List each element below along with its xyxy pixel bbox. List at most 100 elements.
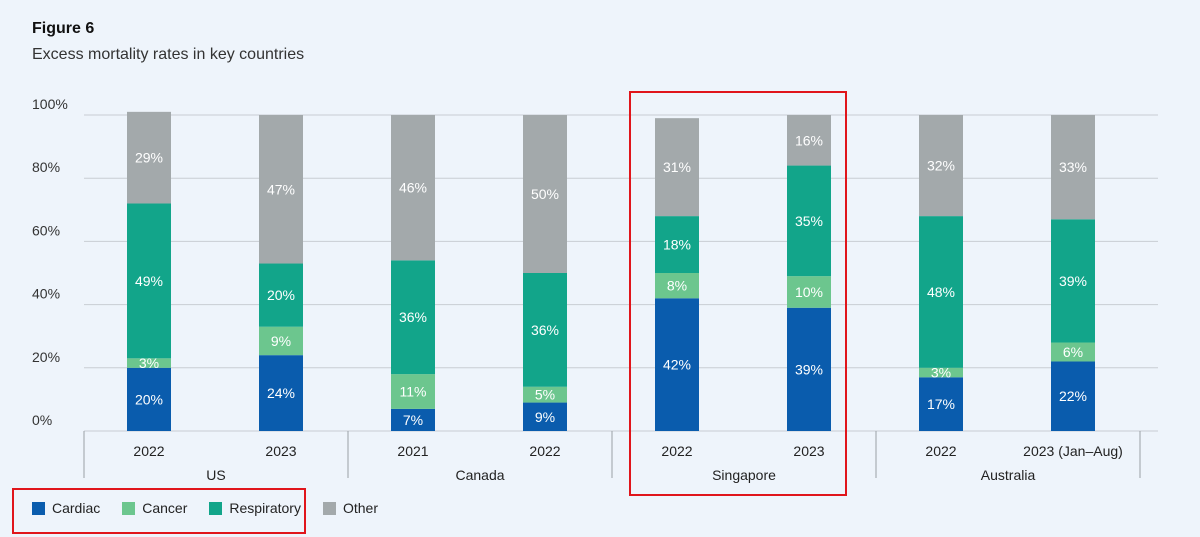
legend-swatch-cancer [122,501,136,515]
bar-cardiac-7 [1051,361,1095,431]
data-label-respiratory: 20% [267,287,295,303]
figure-label: Figure 6 [32,20,95,37]
y-tick-label: 20% [32,349,60,365]
category-label: 2022 [661,443,692,459]
bar-cancer-0 [127,358,171,368]
bar-respiratory-4 [655,216,699,273]
data-label-other: 31% [663,159,691,175]
data-label-other: 29% [135,150,163,166]
data-label-cardiac: 20% [135,391,163,407]
bar-other-4 [655,118,699,217]
bar-respiratory-0 [127,203,171,359]
data-label-respiratory: 49% [135,273,163,289]
bar-respiratory-7 [1051,219,1095,343]
gridlines: 0% 20% 40% 60% 80% 100% [32,96,1158,432]
bar-other-6 [919,115,963,217]
data-label-other: 46% [399,180,427,196]
data-label-cancer: 3% [931,365,951,381]
group-label-australia: Australia [981,467,1036,483]
data-label-respiratory: 36% [399,309,427,325]
bar-other-5 [787,115,831,166]
y-tick-label: 80% [32,159,60,175]
bar-cancer-5 [787,276,831,308]
y-tick-label: 0% [32,412,52,428]
data-label-respiratory: 48% [927,284,955,300]
bar-cardiac-3 [523,402,567,431]
category-label: 2022 [529,443,560,459]
highlights [12,91,847,534]
group-label-us: US [206,467,225,483]
legend-label-cancer: Cancer [142,500,188,516]
chart-title: Excess mortality rates in key countries [32,46,305,63]
data-label-cardiac: 42% [663,357,691,373]
legend-swatch-other [322,501,336,515]
bar-respiratory-1 [259,263,303,327]
data-label-other: 50% [531,186,559,202]
data-label-cardiac: 9% [535,409,555,425]
bar-cancer-1 [259,326,303,356]
data-label-cardiac: 24% [267,385,295,401]
y-tick-label: 40% [32,286,60,302]
data-label-cancer: 8% [667,278,687,294]
data-label-cancer: 3% [139,355,159,371]
bar-other-2 [391,115,435,261]
bar-cardiac-0 [127,367,171,431]
singapore-highlight-box [629,91,847,496]
bar-cardiac-4 [655,298,699,431]
data-label-cardiac: 17% [927,396,955,412]
data-label-respiratory: 39% [1059,273,1087,289]
bar-cancer-2 [391,374,435,409]
data-label-cardiac: 7% [403,412,423,428]
bar-cancer-4 [655,273,699,299]
legend-item-cardiac: Cardiac [32,500,100,516]
category-label: 2023 [265,443,296,459]
legend-highlight-box [12,488,306,534]
bar-other-0 [127,111,171,204]
legend-swatch-respiratory [209,501,223,515]
data-label-respiratory: 36% [531,322,559,338]
bar-respiratory-5 [787,165,831,277]
data-label-other: 47% [267,181,295,197]
bar-cardiac-1 [259,355,303,431]
data-label-other: 32% [927,158,955,174]
category-label: 2021 [397,443,428,459]
legend-item-cancer: Cancer [122,500,187,516]
bar-respiratory-6 [919,216,963,368]
legend-swatch-cardiac [32,501,45,515]
bar-cancer-3 [523,386,567,403]
category-label: 2022 [133,443,164,459]
bar-cardiac-6 [919,377,963,431]
x-axis: 2022 2023 2021 2022 2022 2023 2022 2023 (Jan–Au… [83,431,1141,483]
legend-item-respiratory: Respiratory [209,500,301,516]
legend-item-other: Other [322,500,378,516]
bars: 20% 3% 49% 29% 24% 9% 20% 47% 7% 11% 36% 46% 9% 5% 36%… [127,111,1095,431]
data-label-cardiac: 39% [795,361,823,377]
data-label-cancer: 10% [795,284,823,300]
legend: Cardiac Cancer Respiratory Other [32,500,378,516]
group-label-canada: Canada [455,467,504,483]
data-label-respiratory: 35% [795,213,823,229]
y-tick-label: 60% [32,222,60,238]
data-label-other: 16% [795,132,823,148]
bar-cardiac-5 [787,307,831,431]
category-label: 2023 [793,443,824,459]
bar-respiratory-3 [523,273,567,387]
data-label-other: 33% [1059,159,1087,175]
y-tick-label: 100% [32,96,68,112]
data-label-cancer: 9% [271,333,291,349]
data-label-cancer: 6% [1063,344,1083,360]
legend-label-respiratory: Respiratory [229,500,301,516]
bar-other-3 [523,115,567,273]
category-label: 2022 [925,443,956,459]
data-label-cancer: 11% [400,384,427,400]
legend-label-other: Other [342,500,378,516]
data-label-cancer: 5% [535,387,555,403]
group-label-singapore: Singapore [712,467,776,483]
category-label: 2023 (Jan–Aug) [1023,443,1123,459]
bar-respiratory-2 [391,260,435,375]
bar-cancer-7 [1051,342,1095,362]
bar-other-7 [1051,115,1095,220]
legend-label-cardiac: Cardiac [52,500,101,516]
data-label-respiratory: 18% [663,237,691,253]
data-label-cardiac: 22% [1059,388,1087,404]
